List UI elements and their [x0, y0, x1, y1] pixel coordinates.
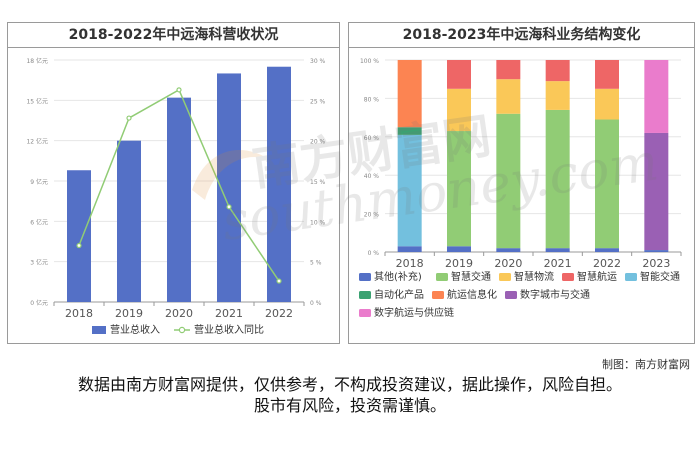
stacked-bar-segment [545, 248, 570, 252]
yoy-growth-point [76, 242, 82, 249]
yoy-growth-point [226, 204, 232, 210]
x-axis-tick-label: 2018 [396, 257, 424, 270]
y-axis-tick-label: 100 % [360, 58, 379, 65]
chart-credit: 制图：南方财富网 [602, 358, 690, 371]
stacked-bar-segment [447, 131, 471, 247]
legend-label: 数字航运与供应链 [374, 306, 454, 319]
x-axis-tick-label: 2019 [445, 257, 473, 270]
disclaimer-line-2: 股市有风险，投资需谨慎。 [253, 396, 446, 415]
x-axis-tick-label: 2019 [115, 307, 143, 320]
revenue-chart-panel: 2018-2022年中远海科营收状况 0 亿元 3 亿元 6 亿元 9 亿元 12 亿元… [7, 22, 340, 344]
legend-label: 智慧物流 [514, 270, 554, 283]
stacked-bar-segment [595, 119, 619, 249]
business-structure-chart-title: 2018-2023年中远海科业务结构变化 [349, 23, 694, 48]
stacked-bar-segment [644, 250, 669, 252]
legend-label: 智慧航运 [577, 270, 617, 283]
x-axis-tick-label: 2021 [544, 257, 572, 270]
disclaimer-line-1: 数据由南方财富网提供，仅供参考，不构成投资建议，据此操作，风险自担。 [77, 375, 622, 394]
legend-label: 航运信息化 [447, 288, 497, 301]
business-structure-chart-svg: 0 % 20 % 40 % 60 % 80 % 100 % 2018 2019 2020 2021… [359, 58, 682, 319]
y-axis-tick-label: 40 % [364, 173, 380, 180]
legend-swatch [562, 273, 574, 281]
x-axis-tick-label: 2022 [593, 257, 621, 270]
legend-swatch-revenue [92, 326, 106, 334]
legend-label: 其他(补充) [374, 270, 422, 283]
right-axis-tick-label: 5 % [310, 260, 322, 267]
stacked-bar-segment [595, 248, 619, 252]
legend-label: 数字城市与交通 [520, 288, 590, 301]
y-axis-tick-label: 20 % [364, 212, 380, 219]
revenue-bar [167, 97, 191, 303]
x-axis-tick-label: 2023 [642, 257, 670, 270]
right-axis-tick-label: 15 % [310, 179, 326, 186]
stacked-bar-segment [496, 60, 521, 80]
legend-swatch [499, 273, 511, 281]
legend-swatch [359, 291, 371, 299]
legend-swatch [432, 291, 444, 299]
stacked-bar-segment [644, 60, 669, 133]
legend-swatch [436, 273, 448, 281]
right-axis-tick-label: 25 % [310, 98, 326, 105]
stacked-bar-segment [545, 109, 570, 249]
stacked-bar-segment [496, 79, 521, 114]
legend-label: 智慧交通 [451, 270, 491, 283]
x-axis-tick-label: 2022 [265, 307, 293, 320]
legend-swatch [625, 273, 637, 281]
x-axis-tick-label: 2018 [65, 307, 93, 320]
legend-label-yoy: 营业总收入同比 [194, 323, 264, 336]
stacked-bar-segment [545, 60, 570, 82]
left-axis-tick-label: 3 亿元 [30, 259, 48, 267]
x-axis-tick-label: 2020 [165, 307, 193, 320]
stacked-bar-segment [496, 248, 521, 252]
revenue-chart-svg: 0 亿元 3 亿元 6 亿元 9 亿元 12 亿元 15 亿元 18 亿元 0 % 5 % 10 … [26, 57, 326, 336]
yoy-growth-point [176, 87, 182, 93]
left-axis-tick-label: 12 亿元 [26, 138, 48, 146]
stacked-bar-segment [595, 60, 619, 89]
revenue-bar [117, 140, 141, 302]
x-axis-tick-label: 2020 [494, 257, 522, 270]
stacked-bar-segment [595, 88, 619, 120]
legend-label-revenue: 营业总收入 [110, 323, 160, 336]
stacked-bar-segment [447, 246, 471, 252]
yoy-growth-point [276, 278, 282, 284]
right-axis-tick-label: 20 % [310, 139, 326, 146]
legend-swatch [359, 273, 371, 281]
stacked-bar-segment [545, 81, 570, 110]
stacked-bar-segment [397, 60, 422, 128]
revenue-bar [267, 66, 291, 302]
stacked-bar-segment [397, 246, 422, 252]
stacked-bar-segment [447, 88, 471, 132]
revenue-chart-title: 2018-2022年中远海科营收状况 [8, 23, 339, 48]
disclaimer: 数据由南方财富网提供，仅供参考，不构成投资建议，据此操作，风险自担。 股市有风险… [0, 374, 700, 416]
revenue-bar [67, 170, 91, 302]
left-axis-tick-label: 0 亿元 [30, 299, 48, 307]
y-axis-tick-label: 0 % [368, 250, 380, 257]
right-axis-tick-label: 10 % [310, 219, 326, 226]
stacked-bar-segment [644, 132, 669, 251]
left-axis-tick-label: 9 亿元 [30, 178, 48, 186]
stacked-bar-segment [397, 134, 422, 247]
right-axis-tick-label: 0 % [310, 300, 322, 307]
left-axis-tick-label: 15 亿元 [26, 97, 48, 105]
legend-swatch [505, 291, 517, 299]
legend-swatch-yoy-point [178, 326, 186, 334]
y-axis-tick-label: 60 % [364, 135, 380, 142]
left-axis-tick-label: 18 亿元 [26, 57, 48, 65]
y-axis-tick-label: 80 % [364, 96, 380, 103]
stacked-bar-segment [496, 113, 521, 249]
right-axis-tick-label: 30 % [310, 58, 326, 65]
legend-label: 智能交通 [640, 270, 680, 283]
yoy-growth-point [126, 115, 132, 121]
stacked-bar-segment [397, 127, 422, 135]
x-axis-tick-label: 2021 [215, 307, 243, 320]
left-axis-tick-label: 6 亿元 [30, 218, 48, 226]
stacked-bar-segment [447, 60, 471, 89]
business-structure-chart-panel: 2018-2023年中远海科业务结构变化 0 % 20 % 40 % 60 % 80 %… [348, 22, 695, 344]
legend-swatch [359, 309, 371, 317]
legend-label: 自动化产品 [374, 288, 424, 301]
